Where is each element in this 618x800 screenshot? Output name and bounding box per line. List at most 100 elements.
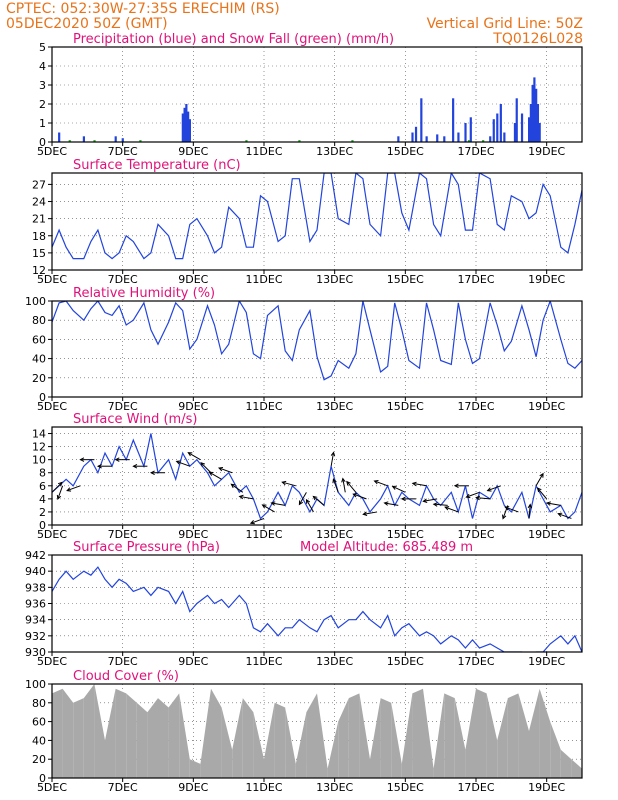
precip-bar-blue [411, 132, 414, 142]
wind-arrow-head [230, 483, 236, 489]
pres-panel: 5DEC 7DEC 9DEC 11DEC 13DEC 15DEC 17DEC 19DEC 930… [25, 540, 583, 668]
y-tick-label: 0 [39, 391, 46, 404]
y-tick-label: 930 [25, 646, 46, 659]
cloud-area-segment [274, 702, 286, 778]
cloud-area-segment [348, 693, 360, 778]
wind-arrow [476, 497, 491, 500]
cloud-area-segment [444, 693, 455, 778]
wind-arrow-head [373, 480, 379, 485]
precip-bar-blue [82, 136, 85, 142]
x-tick-label: 7DEC [108, 400, 138, 413]
cloud-area-segment [158, 698, 169, 778]
wind-arrow-head [545, 501, 551, 506]
precip-bar-blue [489, 136, 492, 142]
x-tick-label: 11DEC [245, 528, 282, 541]
wind-arrow [528, 504, 531, 519]
wind-arrow [176, 460, 190, 467]
wind-arrow-head [175, 460, 181, 465]
precip-bar-green [245, 140, 248, 142]
precip-bar-blue [425, 136, 428, 142]
wind-arrow-head [79, 457, 85, 462]
x-tick-label: 9DEC [178, 528, 208, 541]
cloud-area-segment [295, 712, 307, 778]
wind-arrow-head [341, 477, 346, 483]
y-tick-label: 942 [25, 549, 46, 562]
x-tick-label: 9DEC [178, 273, 208, 286]
cloud-area-segment [232, 698, 243, 778]
wind-arrow-head [486, 487, 492, 492]
precip-frame [51, 46, 583, 143]
wind-arrow [445, 506, 459, 513]
cloud-area-segment [539, 688, 551, 778]
x-tick-label: 15DEC [387, 273, 424, 286]
precip-bar-blue [188, 119, 191, 142]
cloud-area-segment [200, 688, 211, 778]
precip-bar-green [298, 140, 301, 142]
wind-arrow-head [453, 483, 459, 489]
x-tick-label: 9DEC [178, 145, 208, 158]
precip-bar-blue [513, 123, 517, 142]
y-tick-label: 100 [25, 678, 46, 691]
y-tick-label: 100 [25, 295, 46, 308]
cloud-area-segment [126, 693, 137, 778]
precip-bar-blue [114, 136, 117, 142]
wind-arrow [384, 502, 399, 506]
header-line2: 05DEC2020 50Z (GMT) [6, 16, 168, 32]
wind-plot [52, 433, 582, 525]
cloud-area-segment [359, 693, 370, 778]
cloud-area-segment [423, 688, 434, 778]
cloud-area-segment [211, 688, 222, 778]
y-tick-label: 12 [32, 441, 46, 454]
rh-plot [52, 301, 582, 381]
precip-bar-green [68, 140, 71, 142]
wind-arrow-head [312, 495, 318, 501]
cloud-area-segment [306, 693, 317, 778]
wind-arrow [52, 482, 63, 493]
y-tick-label: 1 [39, 117, 46, 130]
wind-arrow-head [465, 493, 471, 499]
wind-frame [51, 426, 583, 526]
precip-bar-green [482, 140, 485, 142]
pres-title: Surface Pressure (hPa) [73, 540, 220, 555]
precip-bar-blue [183, 107, 186, 142]
cloud-area-segment [338, 698, 349, 778]
wind-arrow [332, 479, 339, 493]
wind-arrow-head [208, 471, 214, 476]
cloud-area-segment [497, 698, 508, 778]
wind-arrow [313, 496, 325, 506]
x-tick-label: 19DEC [528, 528, 565, 541]
x-tick-label: 7DEC [108, 273, 138, 286]
temp-title: Surface Temperature (nC) [73, 158, 241, 173]
cloud-area-segment [83, 684, 95, 778]
y-tick-label: 15 [32, 247, 46, 260]
wind-arrow-head [200, 462, 206, 467]
cloud-frame [51, 683, 583, 779]
precip-bar-blue [533, 77, 536, 142]
x-tick-label: 15DEC [387, 145, 424, 158]
wind-arrow [412, 482, 427, 487]
wind-arrow [558, 513, 572, 519]
wind-arrow [546, 502, 561, 506]
y-tick-label: 940 [25, 565, 46, 578]
y-tick-label: 20 [32, 372, 46, 385]
wind-arrow-head [66, 487, 72, 492]
wind-arrow [282, 481, 296, 487]
x-tick-label: 15DEC [387, 400, 424, 413]
wind-arrow-head [352, 493, 358, 498]
y-tick-label: 20 [32, 753, 46, 766]
x-tick-label: 7DEC [108, 655, 138, 668]
precip-bar-blue [520, 113, 524, 142]
wind-arrow-head [305, 498, 311, 504]
panels: 5DEC 7DEC 9DEC 11DEC 13DEC 15DEC 17DEC 19DEC012… [25, 32, 583, 794]
wind-arrow-head [527, 503, 533, 509]
x-tick-label: 5DEC [37, 781, 67, 794]
wind-arrow-head [539, 472, 544, 478]
precip-bar-blue [187, 111, 190, 142]
wind-arrow [306, 499, 314, 513]
cloud-area-segment [401, 693, 413, 778]
y-tick-label: 60 [32, 716, 46, 729]
precip-bar-blue [397, 136, 400, 142]
x-tick-label: 5DEC [37, 273, 67, 286]
x-tick-label: 17DEC [457, 528, 494, 541]
wind-arrow-head [536, 487, 542, 493]
